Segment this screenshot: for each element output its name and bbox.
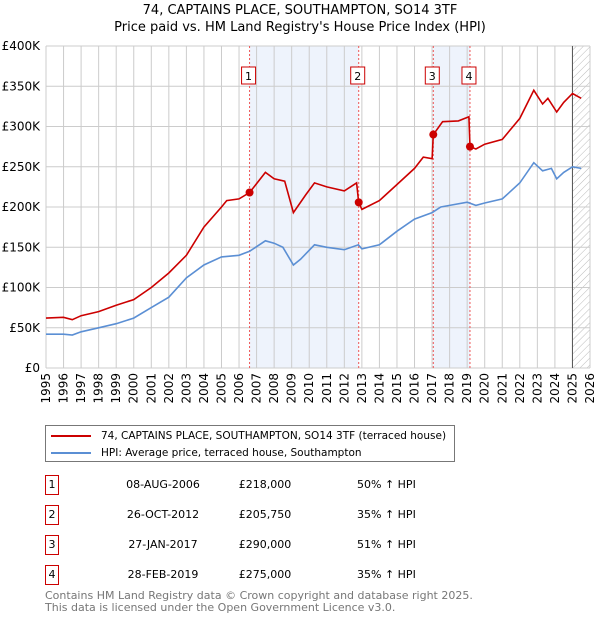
x-tick-label: 2012	[337, 373, 351, 404]
x-tick-label: 1999	[109, 373, 123, 404]
y-tick-label: £300K	[2, 120, 42, 134]
x-tick-label: 1998	[92, 373, 106, 404]
x-tick-label: 1996	[57, 373, 71, 404]
transaction-row: 1 08-AUG-2006 £218,000 50% ↑ HPI	[45, 475, 465, 495]
y-tick-label: £350K	[2, 79, 42, 93]
transaction-hpi-change: 35% ↑ HPI	[357, 568, 416, 581]
y-tick-label: £200K	[2, 200, 42, 214]
chart-subtitle: Price paid vs. HM Land Registry's House …	[114, 20, 486, 35]
x-tick-label: 2026	[583, 373, 597, 404]
sale-point	[245, 188, 254, 197]
sale-point	[429, 130, 438, 139]
transaction-date: 28-FEB-2019	[127, 568, 199, 581]
legend: 74, CAPTAINS PLACE, SOUTHAMPTON, SO14 3T…	[45, 425, 455, 462]
y-tick-label: £50K	[9, 321, 41, 335]
y-tick-label: £0	[25, 361, 40, 375]
transaction-row: 3 27-JAN-2017 £290,000 51% ↑ HPI	[45, 535, 465, 555]
x-tick-label: 2013	[355, 373, 369, 404]
x-tick-label: 2003	[179, 373, 193, 404]
x-tick-label: 2022	[513, 373, 527, 404]
x-tick-label: 2025	[565, 373, 579, 404]
x-tick-label: 2020	[478, 373, 492, 404]
sale-label: 3	[429, 70, 436, 83]
transaction-hpi-change: 35% ↑ HPI	[357, 508, 416, 521]
y-tick-label: £400K	[2, 39, 42, 53]
x-tick-label: 2004	[197, 373, 211, 404]
legend-item-property: 74, CAPTAINS PLACE, SOUTHAMPTON, SO14 3T…	[46, 428, 446, 444]
x-tick-label: 2008	[267, 373, 281, 404]
sale-point	[465, 142, 474, 151]
sale-label-box	[424, 66, 440, 85]
transaction-date: 26-OCT-2012	[126, 508, 200, 521]
legend-swatch-property	[51, 435, 91, 437]
y-tick-label: £250K	[2, 160, 42, 174]
hpi-line	[46, 161, 582, 336]
x-tick-label: 2001	[144, 373, 158, 404]
legend-swatch-hpi	[51, 452, 91, 454]
x-tick-label: 2017	[425, 373, 439, 404]
transaction-hpi-change: 50% ↑ HPI	[357, 478, 416, 491]
transaction-date: 08-AUG-2006	[126, 478, 200, 491]
x-tick-label: 2007	[250, 373, 264, 404]
sale-label: 4	[465, 70, 472, 83]
transaction-marker: 3	[45, 535, 59, 555]
transaction-price: £275,000	[238, 568, 292, 581]
x-tick-label: 2023	[530, 373, 544, 404]
x-tick-label: 2021	[495, 373, 509, 404]
legend-item-hpi: HPI: Average price, terraced house, Sout…	[46, 445, 362, 461]
legend-label-property: 74, CAPTAINS PLACE, SOUTHAMPTON, SO14 3T…	[101, 430, 447, 442]
transaction-marker: 2	[45, 505, 59, 525]
transaction-marker: 4	[45, 565, 59, 585]
y-tick-label: £100K	[2, 281, 42, 295]
x-tick-label: 2011	[320, 373, 334, 404]
sale-label: 1	[245, 70, 252, 83]
transaction-price: £290,000	[238, 538, 292, 551]
footer-copyright: Contains HM Land Registry data © Crown c…	[45, 589, 473, 602]
x-tick-label: 2016	[408, 373, 422, 404]
transaction-date: 27-JAN-2017	[128, 538, 198, 551]
transaction-price: £218,000	[238, 478, 292, 491]
sale-label-box	[461, 66, 477, 85]
x-tick-label: 2006	[232, 373, 246, 404]
x-tick-label: 2018	[443, 373, 457, 404]
sale-point	[354, 198, 363, 207]
x-tick-label: 1995	[39, 373, 53, 404]
legend-label-hpi: HPI: Average price, terraced house, Sout…	[101, 447, 362, 459]
x-tick-label: 2002	[162, 373, 176, 404]
x-tick-label: 2005	[214, 373, 228, 404]
x-tick-label: 1997	[74, 373, 88, 404]
chart-title: 74, CAPTAINS PLACE, SOUTHAMPTON, SO14 3T…	[142, 3, 458, 18]
transaction-price: £205,750	[238, 508, 292, 521]
x-tick-label: 2010	[302, 373, 316, 404]
transaction-marker: 1	[45, 475, 59, 495]
x-tick-label: 2015	[390, 373, 404, 404]
transaction-hpi-change: 51% ↑ HPI	[357, 538, 416, 551]
footer-licence: This data is licensed under the Open Gov…	[45, 601, 396, 614]
property-price-line	[45, 88, 582, 321]
price-chart: 1995 1996 1997 1998 1999 2000 2001 2002 2003 2004…	[2, 39, 597, 404]
sale-label-box	[350, 66, 366, 85]
x-tick-label: 2014	[372, 373, 386, 404]
x-tick-label: 2019	[460, 373, 474, 404]
x-tick-label: 2024	[548, 373, 562, 404]
y-tick-label: £150K	[2, 240, 42, 254]
transaction-row: 4 28-FEB-2019 £275,000 35% ↑ HPI	[45, 565, 465, 585]
transaction-row: 2 26-OCT-2012 £205,750 35% ↑ HPI	[45, 505, 465, 525]
x-tick-label: 2009	[285, 373, 299, 404]
x-tick-label: 2000	[127, 373, 141, 404]
sale-label-box	[241, 66, 257, 85]
sale-label: 2	[354, 70, 361, 83]
